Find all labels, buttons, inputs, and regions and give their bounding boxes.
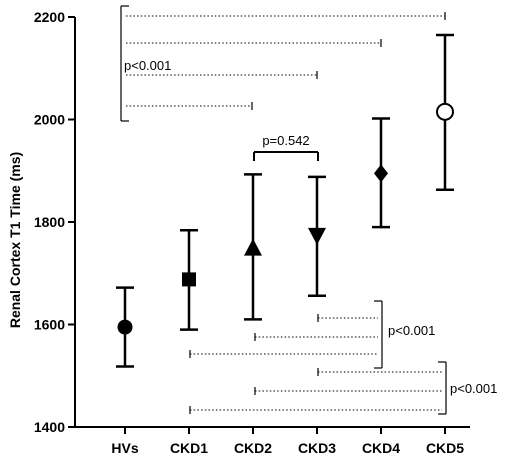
y-tick-label: 1600 — [34, 317, 65, 333]
marker-diamond — [374, 164, 388, 183]
p-value-label: p<0.001 — [388, 323, 435, 338]
p-value-label: p<0.001 — [450, 381, 497, 396]
marker-triangle-down — [308, 227, 326, 245]
y-tick-label: 1400 — [34, 419, 65, 435]
y-tick-label: 1800 — [34, 214, 65, 230]
x-tick-label: CKD4 — [362, 440, 400, 456]
x-tick-label: CKD2 — [234, 440, 272, 456]
significance-brackets: p<0.001 p=0.542 p<0.001 p<0.001 — [120, 5, 497, 415]
marker-open-circle — [436, 102, 454, 121]
marker-square — [182, 272, 196, 287]
p-value-label: p<0.001 — [124, 58, 171, 73]
x-tick-label: CKD3 — [298, 440, 336, 456]
p-value-label: p=0.542 — [262, 133, 309, 148]
x-tick-label: CKD5 — [426, 440, 464, 456]
axes: 1400 1600 1800 2000 2200 HVs CKD1 CKD2 CKD3 CKD4 C… — [34, 9, 470, 456]
marker-circle — [117, 319, 133, 335]
y-tick-label: 2200 — [34, 9, 65, 25]
y-axis-title: Renal Cortex T1 Time (ms) — [7, 152, 23, 328]
x-tick-label: CKD1 — [170, 440, 208, 456]
x-tick-label: HVs — [111, 440, 138, 456]
y-tick-label: 2000 — [34, 112, 65, 128]
data-marks — [116, 33, 454, 368]
marker-triangle-up — [244, 238, 262, 256]
